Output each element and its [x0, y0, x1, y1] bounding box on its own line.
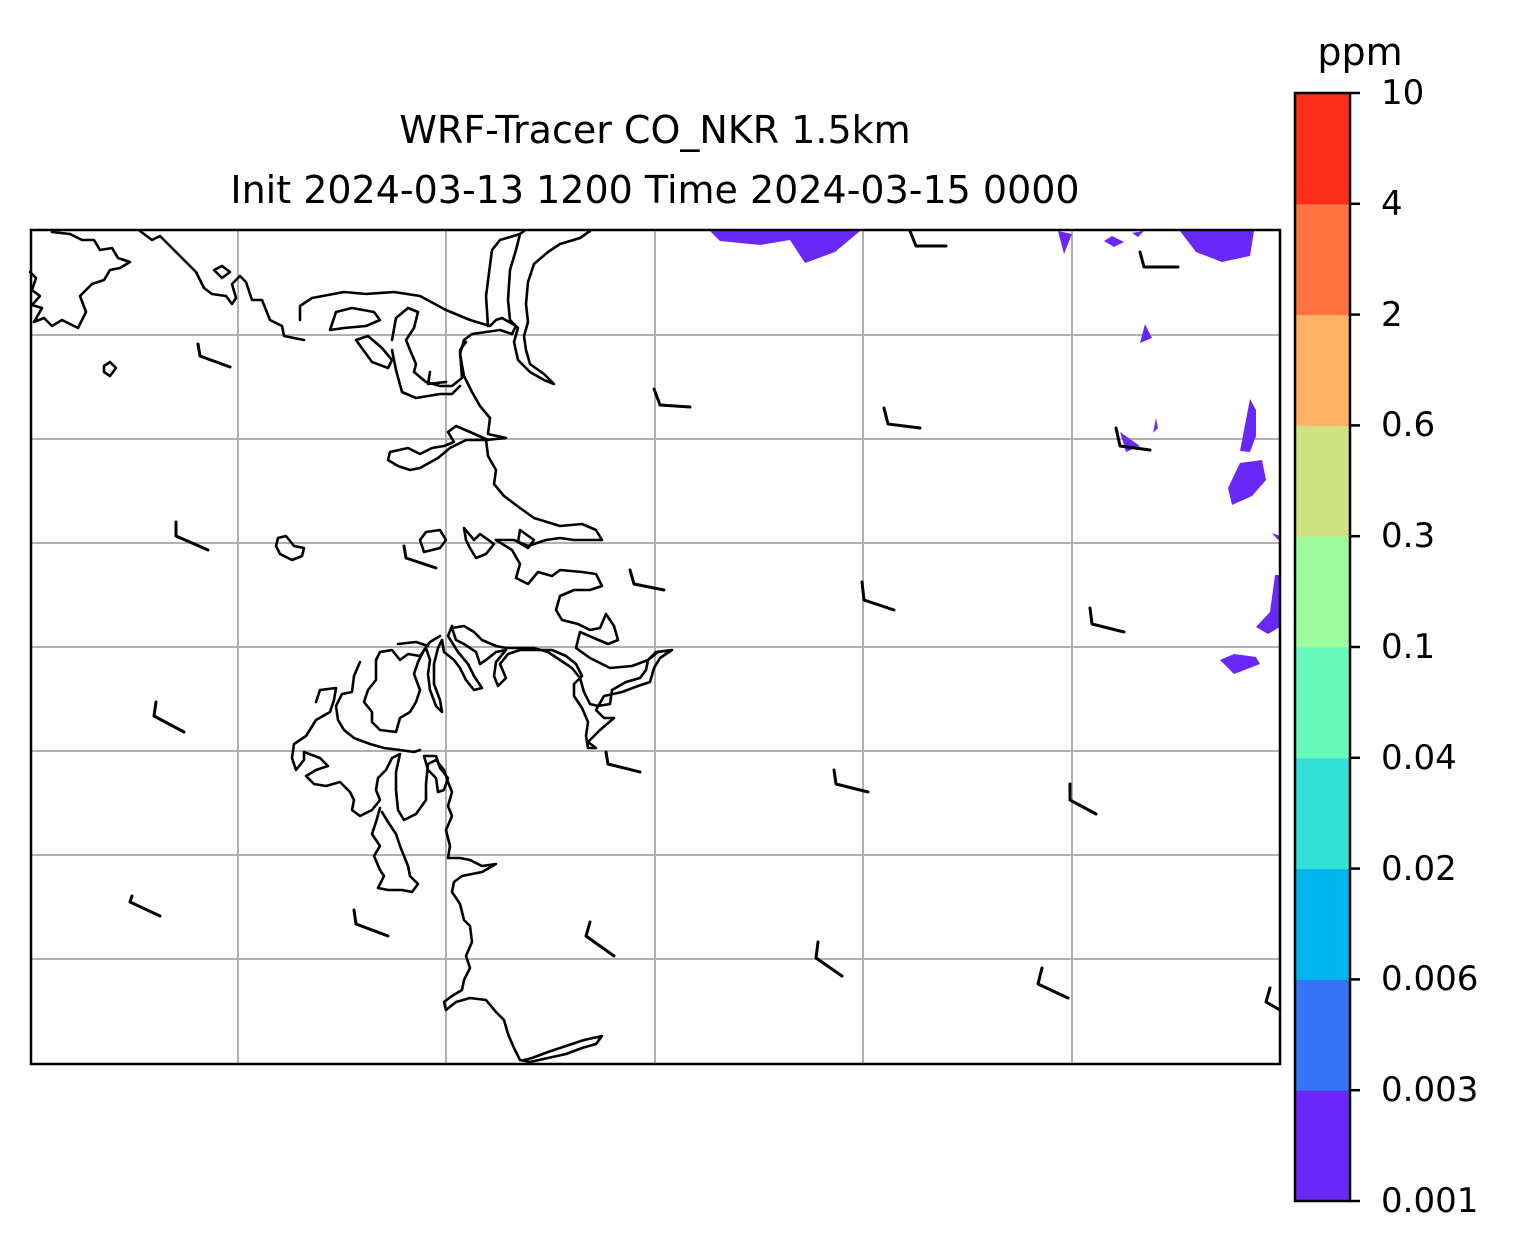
- wind-barb: [1068, 782, 1098, 816]
- coastline: [28, 230, 132, 330]
- colorbar-segment: [1295, 868, 1350, 980]
- tracer-patch: [1058, 231, 1072, 254]
- coastline: [386, 424, 490, 472]
- chart-title: WRF-Tracer CO_NKR 1.5km: [399, 108, 911, 152]
- wind-barb: [128, 894, 162, 918]
- coastlines: [28, 229, 674, 1064]
- colorbar-tick-label: 0.001: [1381, 1181, 1479, 1221]
- colorbar: [1295, 93, 1350, 1202]
- tracer-patch: [1104, 236, 1124, 247]
- colorbar-segment: [1295, 536, 1350, 648]
- wind-barb: [814, 940, 844, 978]
- colorbar-tick-label: 0.04: [1381, 737, 1457, 778]
- wind-barb: [174, 520, 210, 552]
- chart-subtitle: Init 2024-03-13 1200 Time 2024-03-15 000…: [230, 168, 1080, 212]
- wind-barb: [604, 750, 642, 774]
- wind-barb: [832, 768, 870, 794]
- coastline: [396, 640, 430, 648]
- wind-barb: [628, 568, 666, 592]
- coastline: [516, 528, 536, 550]
- coastline: [458, 338, 604, 548]
- wind-barb: [196, 342, 232, 369]
- coastline: [298, 290, 518, 342]
- map-gridlines: [31, 230, 1280, 1064]
- tracer-patch: [1220, 654, 1260, 674]
- wind-barb: [1114, 426, 1152, 452]
- tracer-patch: [1228, 460, 1266, 505]
- coastline: [274, 534, 306, 562]
- wind-barb: [882, 406, 922, 430]
- coastline: [390, 348, 462, 400]
- coastline: [450, 538, 674, 750]
- coastline: [328, 306, 382, 332]
- coastline: [212, 264, 232, 280]
- map-frame: [29, 228, 1282, 1066]
- wind-barb: [860, 580, 896, 612]
- wind-barb: [402, 544, 438, 570]
- tracer-patch: [1240, 399, 1256, 452]
- coastline: [390, 306, 468, 388]
- colorbar-segment: [1295, 647, 1350, 759]
- tracer-patch: [1180, 231, 1254, 262]
- colorbar-tick-label: 2: [1381, 294, 1403, 335]
- coastline: [422, 754, 450, 794]
- coastline: [518, 229, 526, 236]
- colorbar-segment: [1295, 203, 1350, 316]
- colorbar-tick-label: 0.003: [1381, 1070, 1479, 1111]
- colorbar-tick-label: 0.02: [1381, 848, 1457, 889]
- wind-barb: [152, 700, 186, 734]
- wind-barb: [1036, 966, 1070, 1000]
- colorbar-tick-label: 0.006: [1381, 959, 1479, 1000]
- colorbar-tick-label: 10: [1381, 73, 1425, 113]
- colorbar-segment: [1295, 979, 1350, 1091]
- colorbar-tick-label: 4: [1381, 183, 1403, 224]
- coastline: [426, 370, 448, 386]
- coastline: [442, 858, 604, 1064]
- tracer-patch: [1256, 575, 1280, 634]
- colorbar-segment: [1295, 1090, 1350, 1202]
- wind-barb: [584, 920, 616, 958]
- wind-barb: [1138, 250, 1180, 269]
- wind-barb: [1264, 986, 1282, 1012]
- wind-barbs: [128, 229, 1282, 1012]
- wind-barb: [352, 908, 390, 938]
- tracer-patch: [1140, 324, 1152, 343]
- wind-barb: [908, 229, 948, 248]
- colorbar-tick-label: 0.3: [1381, 516, 1436, 557]
- coastline: [370, 806, 420, 894]
- colorbar-segment: [1295, 757, 1350, 870]
- coastline: [484, 229, 592, 386]
- tracer-patch: [1272, 533, 1280, 540]
- coastline: [102, 360, 118, 378]
- coastline: [418, 528, 448, 554]
- coastline: [354, 334, 394, 370]
- colorbar-segment: [1295, 93, 1350, 205]
- colorbar-ticks: [1350, 91, 1360, 1203]
- tracer-concentration-fill: [710, 231, 1280, 674]
- tracer-patch: [710, 231, 860, 263]
- coastline: [334, 660, 422, 754]
- coastline: [362, 624, 484, 734]
- colorbar-segment: [1295, 314, 1350, 426]
- tracer-patch: [1153, 418, 1158, 433]
- tracer-patch: [1132, 231, 1144, 237]
- colorbar-segment: [1295, 425, 1350, 537]
- coastline: [138, 229, 306, 342]
- wind-barb: [652, 387, 692, 409]
- wind-barb: [1088, 606, 1126, 634]
- coastline: [462, 526, 496, 560]
- colorbar-unit-label: ppm: [1317, 30, 1403, 74]
- colorbar-tick-label: 0.6: [1381, 405, 1436, 446]
- colorbar-tick-label: 0.1: [1381, 627, 1436, 667]
